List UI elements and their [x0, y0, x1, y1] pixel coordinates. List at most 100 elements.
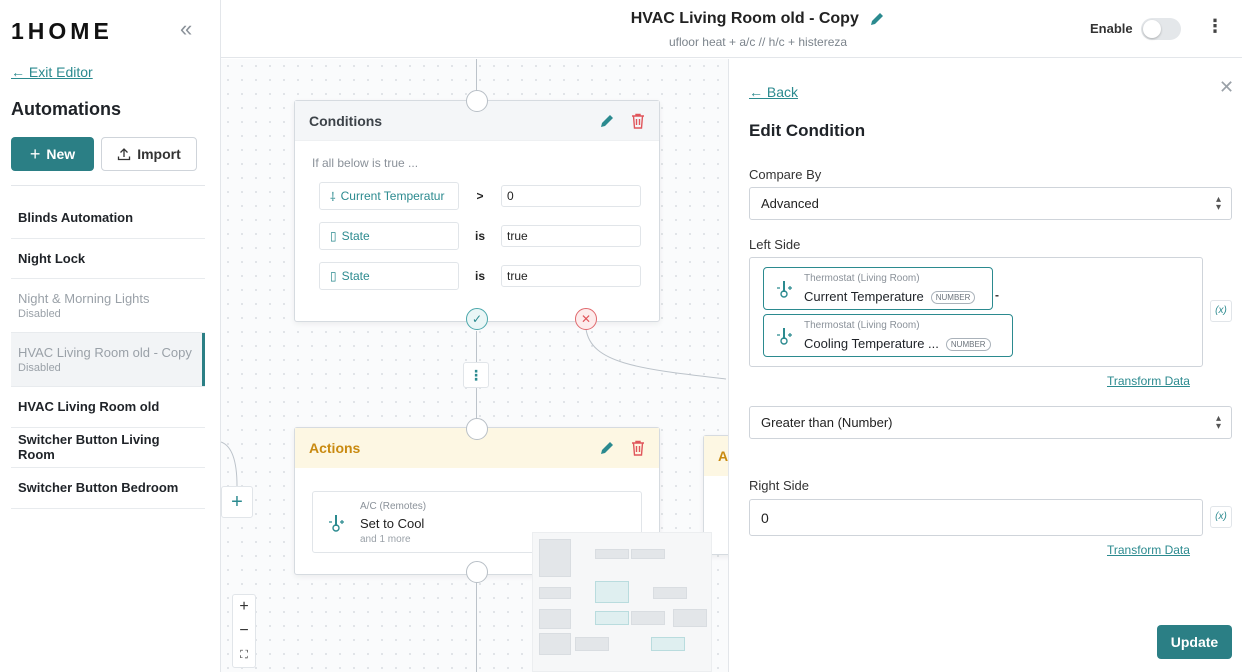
actions-title: Actions	[309, 440, 361, 456]
more-vertical-icon[interactable]: ⋮	[1206, 16, 1224, 36]
back-link[interactable]: ← Back	[749, 84, 799, 100]
right-side-input[interactable]: 0	[749, 499, 1203, 536]
sidebar: 1HOME « ← Exit Editor Automations + New …	[0, 0, 221, 672]
action-item[interactable]: A/C (Remotes) Set to Cool and 1 more	[312, 491, 642, 553]
minimap-node	[575, 637, 609, 651]
minimap-node	[595, 581, 629, 603]
close-circle-icon[interactable]: ✕	[575, 308, 597, 330]
condition-left-label: Current Temperatur	[340, 189, 445, 203]
minimap-node	[539, 609, 571, 629]
flow-canvas[interactable]: Conditions If all below is true ... ⸸ Cu…	[221, 59, 728, 672]
automation-subtitle: ufloor heat + a/c // h/c + histereza	[668, 35, 848, 49]
automation-item[interactable]: Night & Morning Lights Disabled	[11, 279, 205, 333]
minimap-node	[631, 611, 665, 625]
comparison-select[interactable]: Greater than (Number) ▴ ▾	[749, 406, 1232, 439]
sidebar-divider	[11, 185, 205, 186]
input-port[interactable]	[466, 418, 488, 440]
pencil-icon[interactable]	[599, 113, 615, 129]
condition-row[interactable]: ▯ State is true	[319, 222, 641, 250]
upload-icon	[118, 148, 131, 161]
condition-row[interactable]: ▯ State is true	[319, 262, 641, 290]
minimap-node	[539, 587, 571, 599]
enable-toggle[interactable]	[1141, 18, 1181, 40]
more-vertical-icon[interactable]: ⋮	[463, 362, 489, 388]
left-side-expression[interactable]: Thermostat (Living Room) Current Tempera…	[749, 257, 1203, 367]
minimap-node	[595, 611, 629, 625]
automation-item[interactable]: Switcher Button Living Room	[11, 428, 205, 468]
close-icon[interactable]: ✕	[1219, 77, 1235, 97]
thermometer-icon	[777, 328, 792, 345]
output-port[interactable]	[466, 561, 488, 583]
condition-left-label: State	[341, 269, 370, 283]
fit-view-button[interactable]: ⛶	[240, 649, 248, 661]
actions-card-partial[interactable]: A	[703, 435, 728, 555]
chip-source: Thermostat (Living Room)	[804, 320, 920, 331]
zoom-in-button[interactable]: +	[239, 598, 249, 615]
automation-name: Night & Morning Lights	[18, 291, 150, 306]
import-button[interactable]: Import	[101, 137, 197, 171]
section-title: Automations	[11, 99, 121, 119]
actions-header: A	[704, 436, 728, 476]
automation-name: HVAC Living Room old - Copy	[18, 345, 192, 360]
left-chip[interactable]: Thermostat (Living Room) Current Tempera…	[763, 267, 993, 310]
exit-editor-link[interactable]: ← Exit Editor	[11, 64, 93, 80]
enable-label: Enable	[1090, 21, 1133, 36]
automation-list: Blinds Automation Night Lock Night & Mor…	[11, 198, 205, 509]
update-button[interactable]: Update	[1157, 625, 1232, 659]
automation-name: Night Lock	[18, 250, 86, 266]
trash-icon[interactable]	[631, 113, 645, 129]
automation-item[interactable]: Blinds Automation	[11, 198, 205, 239]
top-header: HVAC Living Room old - Copy ufloor heat …	[221, 0, 1242, 58]
zoom-out-button[interactable]: −	[239, 622, 249, 639]
automation-item[interactable]: Switcher Button Bedroom	[11, 468, 205, 509]
left-chip[interactable]: Thermostat (Living Room) Cooling Tempera…	[763, 314, 1013, 357]
new-button-label: New	[46, 146, 76, 162]
minimap-node	[595, 549, 629, 559]
comparison-value: Greater than (Number)	[761, 415, 893, 430]
type-badge: NUMBER	[930, 291, 976, 305]
minimap-node	[631, 549, 665, 559]
automation-title: HVAC Living Room old - Copy	[221, 10, 1242, 28]
trash-icon[interactable]	[631, 440, 645, 456]
condition-operator: >	[476, 189, 484, 203]
pencil-icon[interactable]	[599, 440, 615, 456]
minimap[interactable]	[532, 532, 712, 672]
variable-button[interactable]: (x)	[1210, 300, 1232, 322]
left-branch-connector	[221, 441, 238, 487]
automation-name: Blinds Automation	[18, 210, 134, 226]
chip-name-row: Current Temperature NUMBER	[804, 289, 976, 305]
double-chevron-left-icon[interactable]: «	[180, 16, 193, 41]
automation-name: Switcher Button Bedroom	[18, 480, 179, 496]
add-node-button[interactable]: +	[221, 486, 253, 518]
switch-icon: ▯	[330, 269, 337, 283]
panel-title: Edit Condition	[749, 121, 866, 140]
minimap-node	[539, 539, 571, 577]
condition-left-label: State	[341, 229, 370, 243]
chip-name: Current Temperature	[804, 289, 924, 304]
condition-value: true	[501, 225, 641, 247]
plus-icon: +	[29, 144, 41, 164]
transform-data-link[interactable]: Transform Data	[1107, 543, 1190, 557]
false-branch-connector	[585, 328, 727, 380]
compare-by-select[interactable]: Advanced ▴ ▾	[749, 187, 1232, 220]
condition-left-pill: ⸸ Current Temperatur	[319, 182, 459, 210]
thermometer-icon	[777, 281, 792, 298]
transform-data-link[interactable]: Transform Data	[1107, 374, 1190, 388]
minimap-node	[651, 637, 685, 651]
check-icon[interactable]: ✓	[466, 308, 488, 330]
new-button[interactable]: + New	[11, 137, 94, 171]
import-button-label: Import	[137, 146, 181, 162]
conditions-header: Conditions	[295, 101, 659, 141]
condition-value: true	[501, 265, 641, 287]
automation-item-selected[interactable]: HVAC Living Room old - Copy Disabled	[11, 333, 205, 387]
automation-item[interactable]: HVAC Living Room old	[11, 387, 205, 428]
conditions-card[interactable]: Conditions If all below is true ... ⸸ Cu…	[294, 100, 660, 322]
automation-name: Switcher Button Living Room	[18, 432, 160, 463]
condition-row[interactable]: ⸸ Current Temperatur > 0	[319, 182, 641, 210]
pencil-icon[interactable]	[869, 11, 885, 27]
input-port[interactable]	[466, 90, 488, 112]
chip-source: Thermostat (Living Room)	[804, 273, 920, 284]
automation-item[interactable]: Night Lock	[11, 239, 205, 279]
variable-button[interactable]: (x)	[1210, 506, 1232, 528]
condition-left-pill: ▯ State	[319, 222, 459, 250]
